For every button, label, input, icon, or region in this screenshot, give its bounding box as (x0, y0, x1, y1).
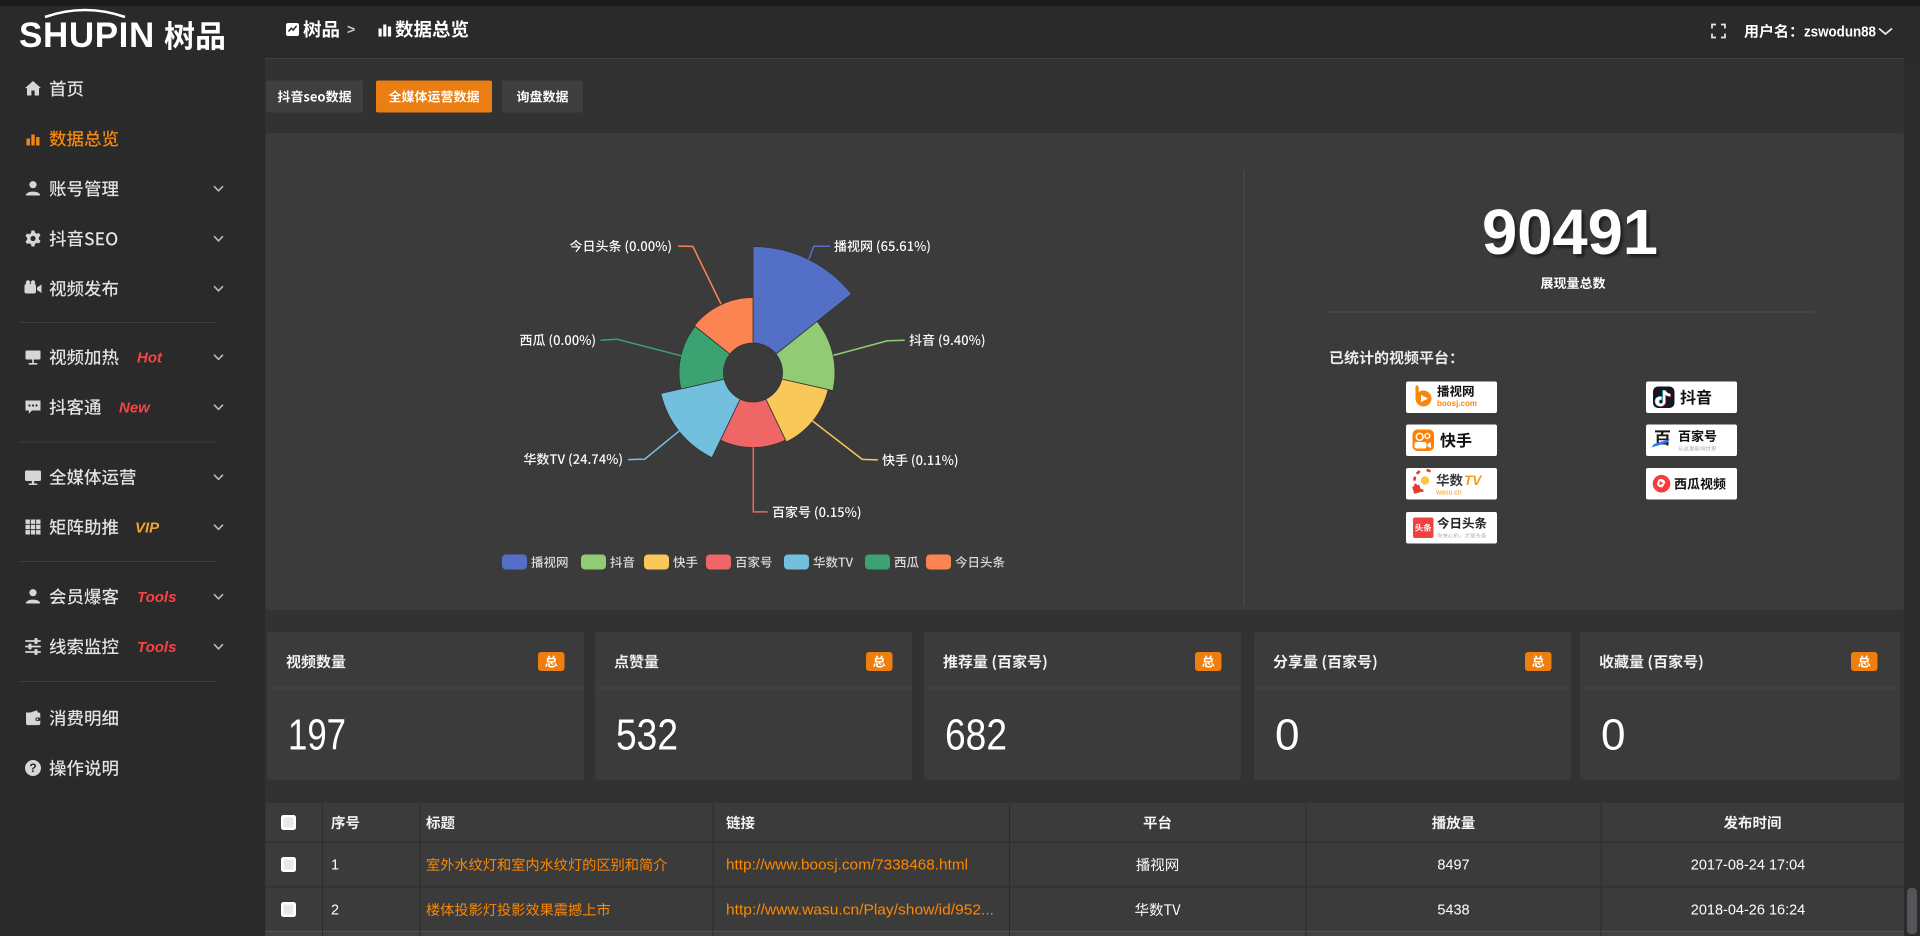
svg-text:zswodun88: zswodun88 (1804, 23, 1876, 40)
svg-text:532: 532 (616, 711, 678, 760)
svg-text:0: 0 (1275, 711, 1299, 760)
svg-text:2018-04-26 16:24: 2018-04-26 16:24 (1691, 903, 1806, 919)
svg-text:0: 0 (1601, 711, 1625, 760)
svg-text:Tools: Tools (137, 589, 176, 606)
svg-text:New: New (119, 399, 151, 416)
svg-text:TV: TV (1464, 473, 1482, 488)
svg-text:boosj.com: boosj.com (1437, 399, 1477, 408)
svg-text:2017-08-24 17:04: 2017-08-24 17:04 (1691, 858, 1806, 874)
svg-text:http://www.wasu.cn/Play/show/i: http://www.wasu.cn/Play/show/id/952... (726, 903, 994, 919)
svg-text:Hot: Hot (137, 349, 163, 366)
svg-text:VIP: VIP (135, 519, 160, 536)
svg-text:5438: 5438 (1437, 903, 1469, 919)
svg-text:SHUPIN: SHUPIN (19, 16, 155, 55)
svg-text:682: 682 (945, 711, 1007, 760)
svg-text:8497: 8497 (1437, 858, 1469, 874)
svg-text:90491: 90491 (1482, 196, 1658, 268)
svg-text:?: ? (29, 761, 36, 775)
svg-text:197: 197 (288, 711, 346, 760)
svg-text:http://www.boosj.com/7338468.h: http://www.boosj.com/7338468.html (726, 858, 968, 874)
svg-text:>: > (347, 21, 355, 37)
svg-text:wasu.cn: wasu.cn (1435, 490, 1462, 497)
svg-text:Tools: Tools (137, 639, 176, 656)
svg-text:2: 2 (331, 903, 339, 919)
svg-text:1: 1 (331, 858, 339, 874)
